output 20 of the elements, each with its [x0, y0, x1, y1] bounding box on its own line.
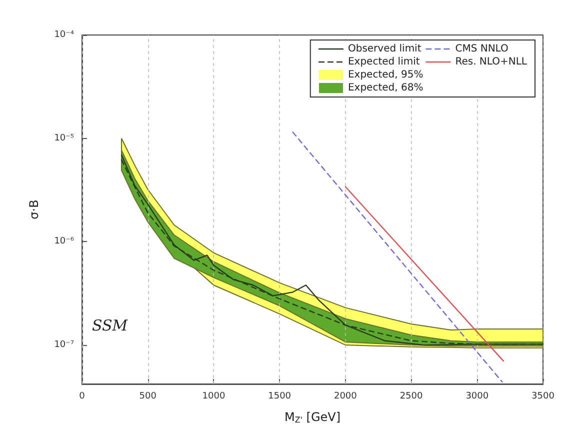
annotation: SSM — [92, 316, 128, 334]
y-axis-title: σ·B — [27, 200, 41, 220]
x-tick-label: 1000 — [202, 392, 226, 402]
legend-label: Expected, 68% — [348, 82, 424, 94]
legend-label: Expected, 95% — [348, 70, 424, 80]
x-tick-label: 2000 — [334, 392, 358, 402]
legend-label: Observed limit — [348, 44, 422, 54]
x-tick-label: 3000 — [466, 392, 489, 402]
x-tick-label: 2500 — [400, 392, 424, 402]
legend-label: Expected limit — [348, 56, 420, 68]
y-tick-label: 10⁻⁶ — [54, 236, 74, 247]
x-tick-label: 0 — [79, 392, 86, 402]
legend-label: Res. NLO+NLL — [455, 56, 528, 68]
y-tick-label: 10⁻⁵ — [54, 133, 74, 144]
x-tick-label: 3500 — [532, 392, 555, 402]
x-tick-label: 1500 — [268, 392, 292, 402]
y-tick-label: 10⁻⁴ — [54, 30, 74, 40]
legend-label: CMS NNLO — [455, 44, 509, 54]
y-tick-label: 10⁻⁷ — [54, 340, 74, 350]
x-tick-label: 500 — [139, 392, 157, 402]
